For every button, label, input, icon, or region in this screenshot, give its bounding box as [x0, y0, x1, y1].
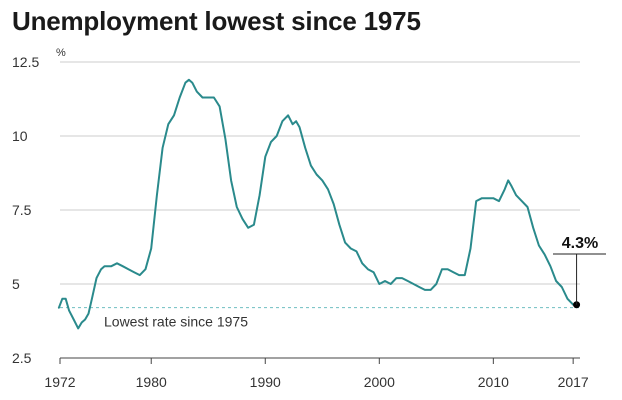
x-tick-label: 1972: [44, 374, 75, 390]
callout-group: 4.3%: [553, 235, 606, 309]
chart-title: Unemployment lowest since 1975: [12, 6, 421, 36]
x-tick-label: 2010: [478, 374, 509, 390]
callout-value-label: 4.3%: [562, 235, 598, 252]
y-tick-label: 10: [12, 128, 28, 144]
x-tick-label: 2000: [364, 374, 395, 390]
y-tick-label: 12.5: [12, 54, 39, 70]
series-line: [57, 78, 578, 330]
reference-line-label: Lowest rate since 1975: [104, 314, 248, 330]
grid-lines: [60, 61, 580, 359]
reference-line-group: Lowest rate since 1975: [60, 307, 580, 330]
x-tick-label: 1990: [250, 374, 281, 390]
x-tick-label: 1980: [136, 374, 167, 390]
series-group: [57, 78, 578, 330]
y-axis-unit-label: %: [56, 47, 66, 59]
y-tick-label: 2.5: [12, 350, 32, 366]
y-tick-label: 7.5: [12, 202, 32, 218]
y-tick-label: 5: [12, 276, 20, 292]
axes-group: 12.5 10 7.5 5 2.5% 1972 1980 1990 2000 2010 2017: [12, 47, 589, 390]
x-tick-label: 2017: [558, 374, 589, 390]
